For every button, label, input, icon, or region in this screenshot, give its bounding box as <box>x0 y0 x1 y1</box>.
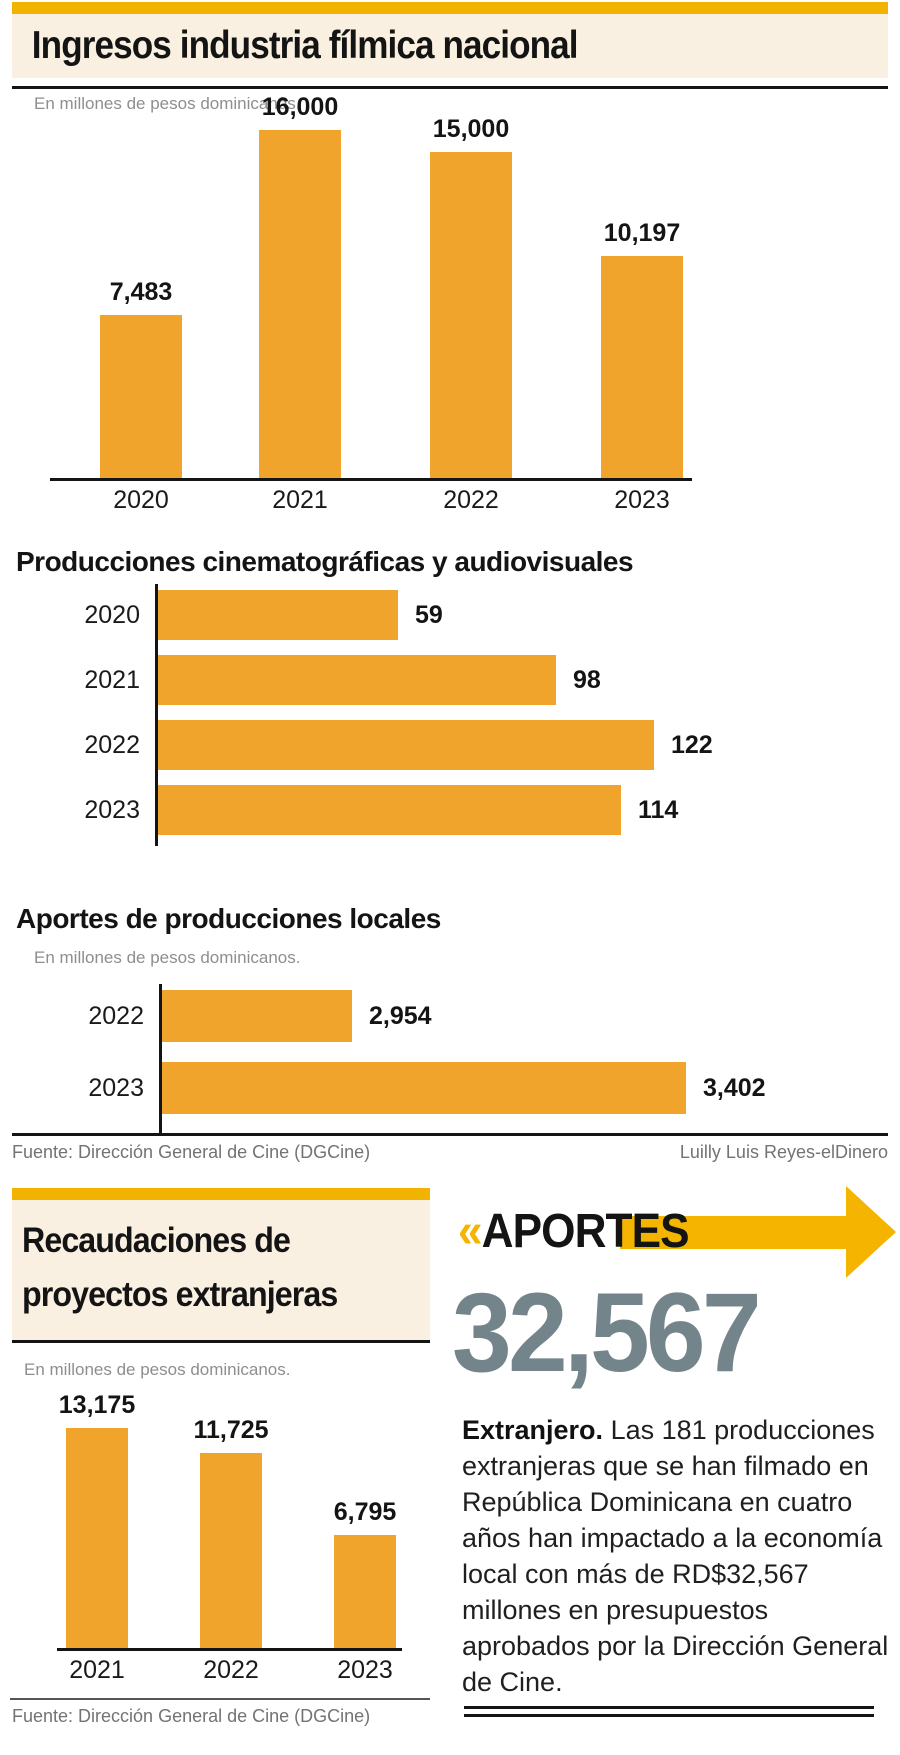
bar-year-label: 2023 <box>337 1656 393 1684</box>
bar-year-label: 2022 <box>443 486 499 514</box>
bar-year-label: 2021 <box>272 486 328 514</box>
aportes-body: Las 181 producciones extranjeras que se … <box>462 1415 889 1697</box>
bar-year-label: 2020 <box>84 601 140 629</box>
header-cream-band: Ingresos industria fílmica nacional <box>12 14 888 78</box>
bar-year-label: 2022 <box>88 1002 144 1030</box>
bar-value-label: 15,000 <box>432 115 510 143</box>
bar-year-label: 2023 <box>88 1074 144 1102</box>
bar-value-label: 10,197 <box>603 219 681 247</box>
page-title: Ingresos industria fílmica nacional <box>31 24 579 67</box>
bar <box>66 1428 128 1648</box>
bar-year-label: 2022 <box>84 731 140 759</box>
bar <box>158 720 654 770</box>
chart3-subtitle: En millones de pesos dominicanos. <box>34 948 301 967</box>
chart4-subtitle: En millones de pesos dominicanos. <box>24 1360 291 1379</box>
chart-plot: 13,175 11,725 6,795 <box>57 1391 402 1651</box>
bottom-left-panel: Recaudaciones de proyectos extranjeras <box>12 1188 430 1343</box>
bar <box>259 130 341 478</box>
chart-plot: 7,483 16,000 15,000 10,197 <box>50 93 692 481</box>
chart1-subtitle: En millones de pesos dominicanos. <box>34 94 301 113</box>
bar-year-label: 2021 <box>84 666 140 694</box>
bar-year-label: 2022 <box>203 1656 259 1684</box>
bar-value-label: 13,175 <box>58 1391 136 1419</box>
chart-axis-line <box>155 584 158 846</box>
bar <box>162 990 352 1042</box>
bottom-double-rule <box>464 1706 874 1717</box>
bar <box>100 315 182 478</box>
bar-year-label: 2023 <box>84 796 140 824</box>
panel-rule <box>12 1340 430 1343</box>
bar-value-label: 7,483 <box>109 278 173 306</box>
bar-year-label: 2020 <box>113 486 169 514</box>
bar <box>430 152 512 478</box>
right-arrow-head-icon <box>846 1186 896 1278</box>
chart4-title-line1: Recaudaciones de <box>22 1221 291 1260</box>
aportes-lead: Extranjero. <box>462 1415 604 1445</box>
aportes-big-number: 32,567 <box>452 1270 762 1395</box>
author-credit: Luilly Luis Reyes-elDinero <box>679 1142 888 1162</box>
bar <box>334 1535 396 1648</box>
bar-value-label: 11,725 <box>193 1416 269 1444</box>
bar-value-label: 114 <box>638 796 679 824</box>
chart4-title-line2: proyectos extranjeras <box>22 1275 338 1314</box>
bar-value-label: 98 <box>573 666 601 694</box>
chevrons-icon: « <box>458 1205 483 1258</box>
bar-value-label: 6,795 <box>333 1498 397 1526</box>
chart3-title: Aportes de producciones locales <box>16 903 441 934</box>
bar <box>158 590 398 640</box>
aportes-kicker-label: APORTES <box>481 1205 690 1258</box>
bar-value-label: 2,954 <box>369 1002 432 1030</box>
source-rule <box>12 1133 888 1136</box>
aportes-paragraph: Extranjero. Las 181 producciones extranj… <box>462 1412 896 1700</box>
bar <box>162 1062 686 1114</box>
aportes-kicker: «APORTES <box>458 1204 690 1259</box>
panel-cream-band: Recaudaciones de proyectos extranjeras <box>12 1200 430 1340</box>
bar <box>200 1453 262 1648</box>
header-rule <box>12 86 888 89</box>
bar-year-label: 2023 <box>614 486 670 514</box>
bar-value-label: 122 <box>671 731 713 759</box>
bottom-source-rule <box>10 1698 430 1700</box>
bar-year-label: 2021 <box>69 1656 125 1684</box>
bar-value-label: 3,402 <box>703 1074 766 1102</box>
source-credit: Fuente: Dirección General de Cine (DGCin… <box>12 1142 371 1162</box>
right-arrow-icon <box>620 1216 848 1249</box>
chart2-title: Producciones cinematográficas y audiovis… <box>16 546 634 577</box>
panel-gold-bar <box>12 1188 430 1200</box>
header-block: Ingresos industria fílmica nacional <box>12 2 888 78</box>
bar-value-label: 16,000 <box>261 93 339 121</box>
bar <box>158 655 556 705</box>
bar <box>601 256 683 478</box>
gold-top-bar <box>12 2 888 14</box>
bar-value-label: 59 <box>415 601 443 629</box>
chart-axis-line <box>159 984 162 1134</box>
bar <box>158 785 621 835</box>
bottom-source-credit: Fuente: Dirección General de Cine (DGCin… <box>12 1706 371 1726</box>
